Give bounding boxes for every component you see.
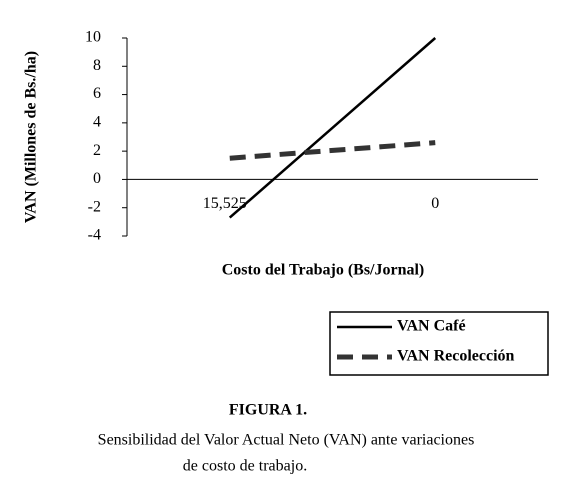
y-tick-label: 8 [93,57,101,74]
legend-box [329,311,549,376]
caption-line: Sensibilidad del Valor Actual Neto (VAN)… [98,432,475,449]
y-tick-label: 2 [93,142,101,159]
y-tick-label: 6 [93,85,101,102]
y-tick-label: 4 [93,114,101,131]
y-tick-label: 10 [85,29,101,46]
series-line [229,140,436,161]
x-tick-label: 0 [431,195,439,212]
x-tick-label: 15,525 [203,195,247,212]
figure-label: FIGURA 1. [229,402,307,419]
legend-label: VAN Recolección [397,348,515,365]
y-tick-label: 0 [93,170,101,187]
y-tick-label: -2 [88,198,101,215]
y-tick-label: -4 [88,227,101,244]
y-axis-label: VAN (Millones de Bs./ha) [23,51,40,223]
series-line [228,37,437,219]
caption-line: de costo de trabajo. [183,458,307,475]
legend-label: VAN Café [397,318,466,335]
x-axis-label: Costo del Trabajo (Bs/Jornal) [222,262,425,279]
